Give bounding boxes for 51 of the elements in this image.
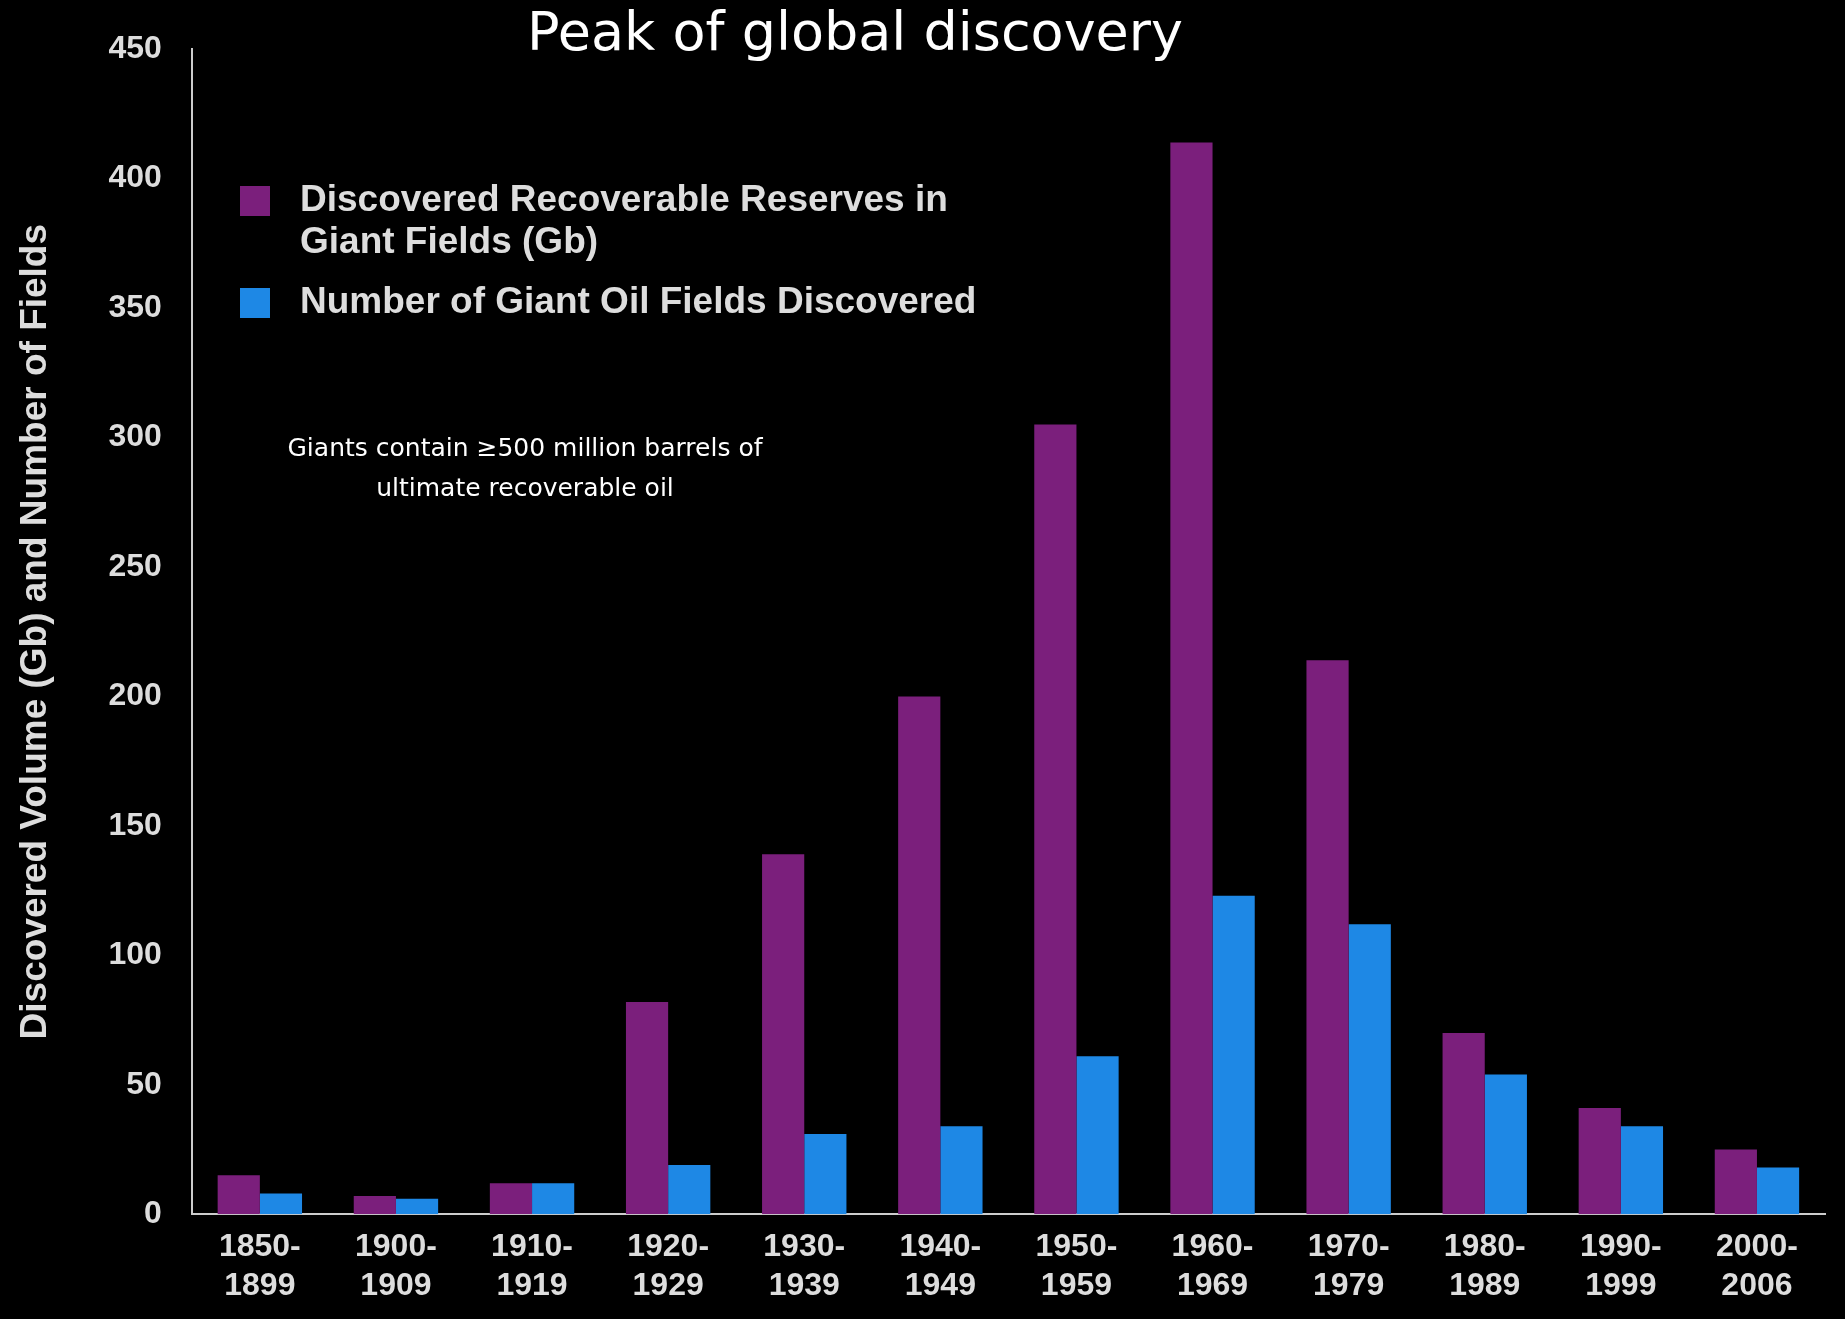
bar (1756, 1167, 1800, 1215)
bar (804, 1133, 847, 1215)
bar (395, 1198, 439, 1215)
y-tick-label: 50 (126, 1064, 162, 1101)
bar (1306, 660, 1349, 1215)
bar (1348, 924, 1391, 1215)
bar (1442, 1032, 1485, 1215)
x-tick-label: 2000-2006 (1716, 1227, 1798, 1302)
annotation: Giants contain ≥500 million barrels of ultimate recoverable oil (286, 432, 764, 504)
bar (1620, 1126, 1664, 1215)
y-tick-label: 300 (108, 417, 162, 454)
bar (1034, 424, 1077, 1215)
bar (1484, 1074, 1527, 1215)
x-tick-label: 1850-1899 (218, 1227, 301, 1302)
y-tick-label: 100 (108, 935, 162, 972)
x-tick-label: 1910-1919 (491, 1227, 573, 1302)
bar (489, 1183, 533, 1215)
y-tick-label: 400 (108, 158, 162, 195)
bar (1170, 142, 1213, 1215)
x-tick-label: 1980-1989 (1443, 1227, 1526, 1302)
bar (762, 854, 805, 1215)
legend-label: Number of Giant Oil Fields Discovered (300, 280, 977, 322)
bar (532, 1183, 575, 1215)
bar (353, 1196, 396, 1215)
bar (898, 696, 941, 1215)
y-tick-label: 250 (108, 546, 162, 583)
y-tick-label: 350 (108, 287, 162, 324)
bar (1212, 895, 1255, 1215)
bar (1076, 1056, 1119, 1215)
x-tick-label: 1950-1959 (1035, 1227, 1118, 1302)
x-tick-label: 1940-1949 (899, 1227, 982, 1302)
x-tick-label: 1970-1979 (1307, 1227, 1390, 1302)
bar (625, 1001, 669, 1215)
chart-title: Peak of global discovery (526, 0, 1184, 63)
bar (217, 1175, 260, 1215)
bar (940, 1126, 983, 1215)
x-tick-label: 1990-1999 (1579, 1227, 1662, 1302)
y-tick-label: 200 (108, 676, 162, 713)
bar (668, 1165, 711, 1215)
legend-label: Discovered Recoverable Reserves in Giant Fields (Gb) (300, 178, 949, 262)
bar (1578, 1108, 1621, 1215)
x-tick-label: 1920-1929 (627, 1227, 710, 1302)
y-axis-title: Discovered Volume (Gb) and Number of Fields (13, 223, 55, 1040)
y-tick-label: 150 (108, 805, 162, 842)
x-tick-label: 1960-1969 (1171, 1227, 1254, 1302)
bar (259, 1193, 303, 1215)
bar (1714, 1149, 1757, 1215)
x-tick-label: 1900-1909 (355, 1227, 437, 1302)
y-tick-label: 450 (108, 29, 162, 66)
y-tick-label: 0 (143, 1194, 162, 1231)
x-tick-label: 1930-1939 (763, 1227, 846, 1302)
